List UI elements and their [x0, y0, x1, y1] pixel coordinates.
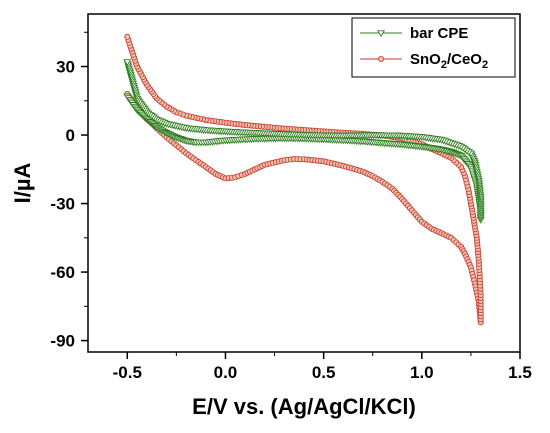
legend-label-text: SnO: [410, 51, 441, 68]
y-axis-label: I/µA: [10, 162, 35, 203]
legend-subscript: 2: [482, 59, 488, 71]
legend-label: SnO2/CeO2: [410, 51, 488, 71]
legend-label-text: /CeO: [447, 51, 482, 68]
x-tick-label: 1.0: [410, 363, 434, 382]
x-tick-label: 0.5: [312, 363, 336, 382]
data-point: [124, 33, 131, 40]
legend-box: [351, 17, 516, 78]
series-bar-cpe: [123, 59, 485, 224]
series-sno2-ceo2: [124, 33, 484, 326]
x-axis-label: E/V vs. (Ag/AgCl/KCl): [192, 394, 416, 419]
axis-titles: E/V vs. (Ag/AgCl/KCl) I/µA: [10, 162, 416, 419]
y-tick-label: 0: [66, 126, 75, 145]
legend-marker: [377, 30, 385, 38]
series-layer: [123, 33, 485, 326]
x-tick-label: 0.0: [214, 363, 238, 382]
x-tick-label: -0.5: [113, 363, 142, 382]
x-tick-label: 1.5: [508, 363, 532, 382]
legend-label: bar CPE: [410, 25, 468, 42]
legend-label-text: bar CPE: [410, 25, 468, 42]
legend-subscript: 2: [441, 59, 447, 71]
data-point: [123, 59, 132, 67]
axes-ticks: -0.5 0.0 0.5 1.0 1.5 -90 -60 -30 0 30: [50, 31, 532, 382]
y-tick-label: -90: [50, 332, 75, 351]
legend-marker: [377, 56, 384, 63]
y-tick-label: -30: [50, 195, 75, 214]
y-tick-label: 30: [56, 58, 75, 77]
y-tick-label: -60: [50, 263, 75, 282]
